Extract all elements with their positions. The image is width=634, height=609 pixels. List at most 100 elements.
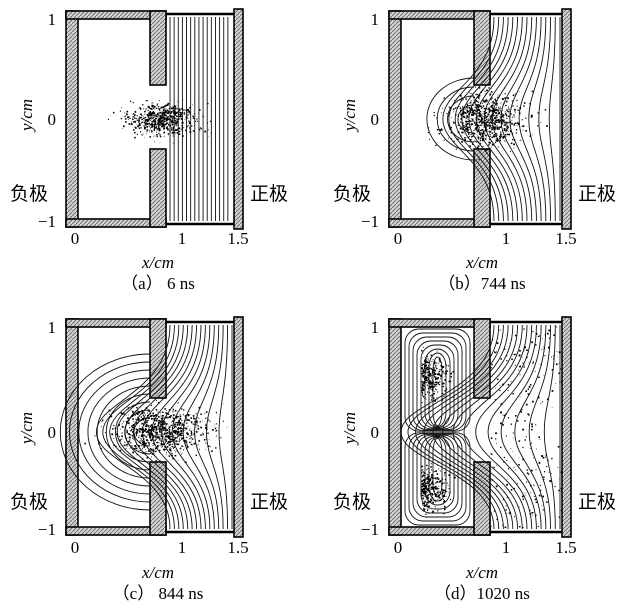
particle [483,108,485,110]
particle [512,451,514,452]
particle [180,430,183,433]
particle [435,373,437,374]
particle [136,447,138,449]
particle [445,474,447,476]
particle [434,374,435,376]
particle [522,498,524,500]
x-tick-label: 1 [178,538,187,557]
particle [152,450,155,452]
particle [137,432,139,434]
particle [453,133,455,136]
particle [448,124,450,126]
particle [206,442,208,444]
particle [169,435,171,437]
particle [446,113,448,115]
particle [424,492,426,494]
particle [485,138,487,140]
particle [131,410,132,411]
particle [486,125,488,127]
particle [524,439,526,441]
particle [164,427,167,429]
particle [434,371,435,373]
particle [443,139,445,141]
particle [492,119,494,121]
particle [424,356,425,358]
particle [128,116,130,117]
particle [425,495,427,496]
particle [495,100,497,102]
particle [178,133,181,135]
particle [168,444,171,446]
particle [546,332,549,335]
particle [422,370,425,372]
particle [434,400,436,402]
particle [442,495,444,497]
particle [441,478,444,480]
particle [182,116,183,117]
particle [129,100,132,102]
particle [183,109,185,111]
particle [186,117,188,119]
particle [531,341,534,344]
particle [166,423,168,425]
particle [122,445,123,447]
particle [152,117,154,119]
particle [473,102,475,104]
particle [425,488,428,490]
particle [431,396,433,398]
particle [142,415,145,417]
particle [465,125,467,127]
particle [519,393,521,394]
particle [421,349,423,352]
particle [469,112,471,114]
particle [540,363,542,366]
particle [493,466,495,469]
particle [426,464,428,467]
particle [422,384,423,386]
particle [182,424,184,426]
particle [138,118,140,120]
particle [215,447,217,449]
particle [187,414,190,416]
particle [527,388,529,390]
particle [206,417,208,419]
particle [148,436,151,438]
particle [475,136,477,138]
particle [179,440,181,441]
particle [128,119,129,121]
particle [427,387,429,389]
particle [525,117,527,119]
particle [154,108,156,109]
particle [168,128,170,130]
field-lines [426,16,561,222]
particle [182,446,184,448]
particle [421,487,423,489]
particle [167,440,170,443]
particle [143,438,145,439]
particle [153,415,155,417]
particle [172,441,174,443]
particle [161,424,163,425]
particle [435,365,437,367]
particle [154,125,156,126]
particle [523,366,525,368]
particle [484,112,487,114]
particle [426,473,428,475]
particle [485,127,487,129]
particle [158,120,159,122]
particle [504,111,506,113]
particle [135,438,137,440]
particle [500,126,502,128]
particle [98,443,100,445]
particle [182,430,184,432]
particle [132,405,134,408]
particle [132,451,134,454]
particle [486,104,487,105]
particle [475,126,477,129]
particle [178,434,181,436]
particle [431,370,434,373]
particle [557,467,559,469]
particle [197,417,199,419]
particle [156,432,158,435]
particle [546,465,548,467]
